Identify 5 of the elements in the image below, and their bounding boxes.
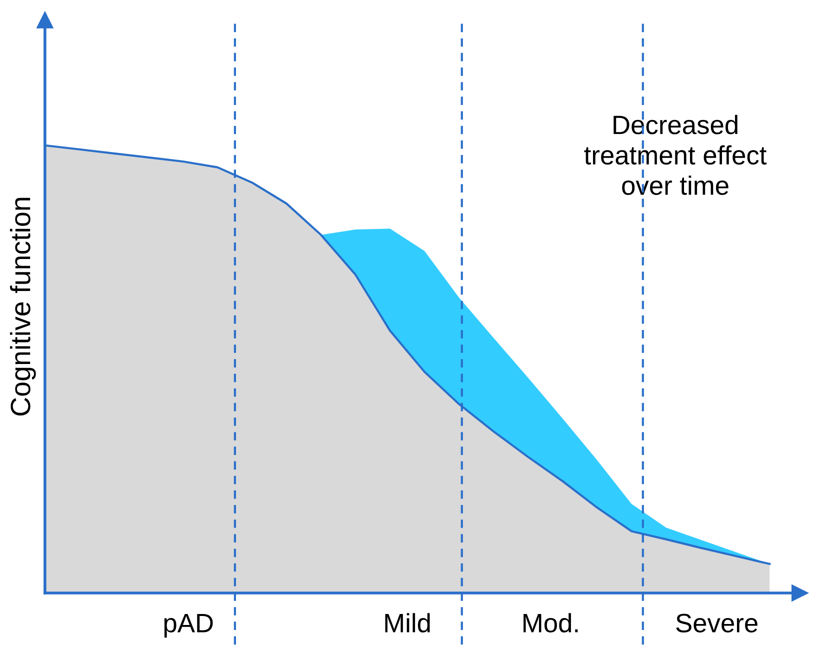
text: Mod.: [524, 613, 578, 632]
text: pAD: [164, 614, 213, 638]
y-axis-title: Cognitive function: [10, 198, 36, 416]
text: Severe: [676, 614, 758, 632]
text: Mild: [385, 613, 430, 632]
